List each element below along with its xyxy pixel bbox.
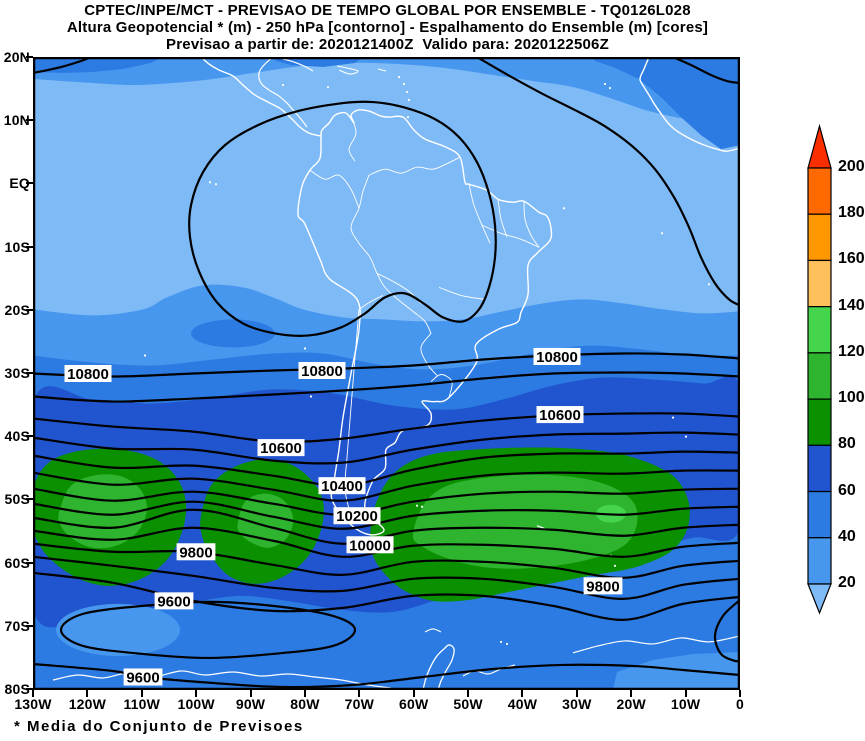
lon-tick-mark xyxy=(467,690,470,697)
footnote: * Media do Conjunto de Previsoes xyxy=(14,718,304,735)
lat-tick-mark xyxy=(26,624,33,627)
lat-tick-mark xyxy=(26,182,33,185)
lat-tick-label: 20S xyxy=(4,301,30,318)
lat-tick-label: EQ xyxy=(9,175,30,192)
svg-text:10800: 10800 xyxy=(536,349,578,366)
svg-text:9600: 9600 xyxy=(126,669,159,686)
colorbar-tick-label: 20 xyxy=(838,573,856,591)
contour-label: 10000 xyxy=(346,536,394,554)
colorbar-tick-label: 140 xyxy=(838,296,865,314)
lon-tick-mark xyxy=(303,690,306,697)
lon-tick-mark xyxy=(575,690,578,697)
geopotential-contours-layer xyxy=(33,57,740,689)
chart-titles: CPTEC/INPE/MCT - PREVISAO DE TEMPO GLOBA… xyxy=(0,2,775,53)
lat-tick-mark xyxy=(26,561,33,564)
title-line-3: Previsao a partir de: 2020121400Z Valido… xyxy=(166,36,609,53)
lon-tick-label: 90W xyxy=(235,696,266,712)
lon-tick-label: 130W xyxy=(14,696,52,712)
lat-tick-label: 60S xyxy=(4,554,30,571)
lat-tick-mark xyxy=(26,308,33,311)
svg-text:9800: 9800 xyxy=(586,578,619,595)
contour-label: 10400 xyxy=(318,477,366,495)
lat-tick-label: 50S xyxy=(4,491,30,508)
lat-tick-mark xyxy=(26,435,33,438)
contour-label: 10600 xyxy=(257,439,305,457)
colorbar-tick-label: 100 xyxy=(838,389,865,407)
lat-tick-mark xyxy=(26,372,33,374)
colorbar-tick-label: 60 xyxy=(838,481,856,499)
lat-tick-label: 10S xyxy=(4,238,30,255)
lon-tick-mark xyxy=(684,690,687,697)
contour-label: 9800 xyxy=(583,577,623,595)
lon-tick-mark xyxy=(412,690,415,697)
title-line-2: Altura Geopotencial * (m) - 250 hPa [con… xyxy=(66,19,709,36)
contour-label: 10800 xyxy=(533,347,581,366)
svg-text:10400: 10400 xyxy=(321,478,363,495)
svg-text:10600: 10600 xyxy=(260,440,302,457)
lat-tick-mark xyxy=(26,688,33,690)
lon-tick-label: 120W xyxy=(68,696,107,712)
colorbar-tick-label: 120 xyxy=(838,342,865,360)
map-plot-svg: 10800 10800 10800 10600 10600 10400 10200 10000… xyxy=(32,56,741,691)
lon-tick-label: 70W xyxy=(344,696,374,712)
colorbar xyxy=(807,124,832,615)
contour-label: 9800 xyxy=(176,543,216,561)
svg-text:9600: 9600 xyxy=(157,593,190,610)
coastlines-layer xyxy=(52,57,740,690)
lon-tick-mark xyxy=(140,690,143,697)
lon-tick-mark xyxy=(32,690,34,697)
lon-tick-mark xyxy=(249,690,252,697)
colorbar-tick-label: 180 xyxy=(838,204,865,222)
lat-tick-label: 30S xyxy=(4,365,30,381)
lon-tick-label: 10W xyxy=(670,696,701,712)
colorbar-tick-label: 40 xyxy=(838,527,856,545)
contour-label: 10600 xyxy=(536,406,584,424)
lat-tick-mark xyxy=(26,498,33,501)
colorbar-tick-label: 80 xyxy=(838,435,856,453)
lon-tick-label: 30W xyxy=(562,696,592,712)
lat-tick-mark xyxy=(26,56,33,58)
lon-tick-label: 60W xyxy=(398,696,429,712)
lon-tick-label: 40W xyxy=(507,696,538,712)
lon-tick-label: 110W xyxy=(123,696,161,712)
lon-tick-mark xyxy=(739,690,741,697)
contour-label: 10800 xyxy=(64,364,112,383)
contour-label: 10800 xyxy=(298,361,346,380)
lon-tick-label: 0 xyxy=(736,696,744,712)
svg-text:10000: 10000 xyxy=(349,537,391,554)
lon-tick-label: 100W xyxy=(177,696,215,712)
lat-tick-mark xyxy=(26,245,33,248)
lon-tick-mark xyxy=(521,690,524,697)
colorbar-tick-label: 200 xyxy=(838,158,865,175)
lon-tick-mark xyxy=(630,690,633,697)
lon-tick-label: 50W xyxy=(453,696,483,712)
lat-tick-label: 80S xyxy=(4,681,30,697)
lat-tick-mark xyxy=(26,119,33,122)
lon-tick-label: 20W xyxy=(616,696,646,712)
map-plot-area: 10800 10800 10800 10600 10600 10400 10200 10000… xyxy=(32,56,741,691)
lat-tick-label: 40S xyxy=(4,428,30,445)
colorbar-tick-label: 160 xyxy=(838,250,865,268)
lat-tick-label: 70S xyxy=(4,617,30,634)
svg-text:10800: 10800 xyxy=(301,363,343,380)
contour-label: 10200 xyxy=(333,507,381,525)
contour-label: 9600 xyxy=(123,668,163,686)
plot-frame xyxy=(32,56,741,691)
svg-text:10800: 10800 xyxy=(67,366,109,383)
contour-label: 9600 xyxy=(154,592,194,610)
svg-text:10200: 10200 xyxy=(336,508,378,525)
lon-tick-mark xyxy=(358,690,361,697)
svg-text:10600: 10600 xyxy=(539,407,581,424)
lat-tick-label: 20N xyxy=(3,49,30,65)
lon-tick-mark xyxy=(86,690,89,697)
svg-text:9800: 9800 xyxy=(179,544,212,561)
lat-tick-label: 10N xyxy=(3,112,30,129)
lon-tick-mark xyxy=(195,690,198,697)
lon-tick-label: 80W xyxy=(290,696,320,712)
title-line-1: CPTEC/INPE/MCT - PREVISAO DE TEMPO GLOBA… xyxy=(84,2,691,19)
contour-labels-layer: 10800 10800 10800 10600 10600 10400 10200 10000… xyxy=(64,347,623,686)
